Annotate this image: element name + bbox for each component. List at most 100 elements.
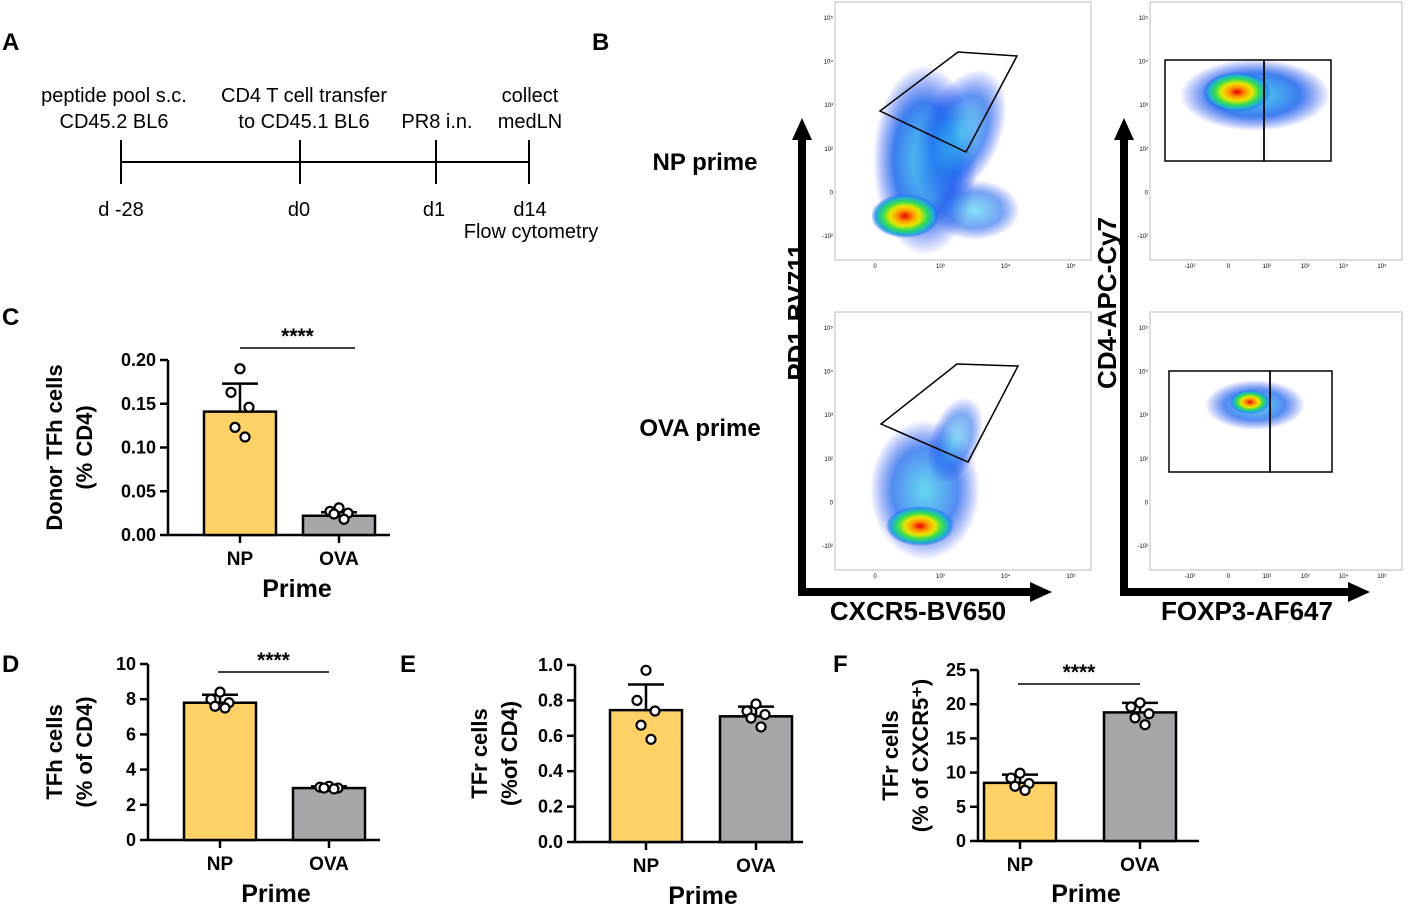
y-tick-label: 0.4 xyxy=(538,761,563,781)
x-tick-label: NP xyxy=(227,549,254,570)
flow-tick-label: -10² xyxy=(1185,574,1196,580)
x-tick-label: NP xyxy=(633,856,660,877)
flow-tick-label: 0 xyxy=(1227,574,1231,580)
flow-tick-label: 0 xyxy=(1145,500,1149,506)
flow-tick-label: 10⁵ xyxy=(824,15,834,22)
data-point xyxy=(234,363,246,375)
data-point xyxy=(1143,708,1155,720)
data-point xyxy=(1129,712,1141,724)
data-point xyxy=(243,401,255,413)
y-tick-label: 0.20 xyxy=(121,350,156,370)
timeline-extra: Flow cytometry xyxy=(464,221,598,243)
timeline-day: d14 xyxy=(513,199,546,221)
panel-letter-f: F xyxy=(833,651,848,678)
flow-tick-label: 10³ xyxy=(1301,574,1310,580)
flow-density-np-cd4 xyxy=(1180,59,1330,131)
y-tick-label: 0.0 xyxy=(538,832,563,852)
flow-gate-ova-foxp3-pos xyxy=(1269,370,1333,473)
timeline-day: d -28 xyxy=(98,199,144,221)
flow-tick-label: 10⁵ xyxy=(1377,573,1387,580)
flow-tick-label: 10⁵ xyxy=(1377,263,1387,270)
flow-tick-label: 10⁴ xyxy=(824,59,834,66)
flow-tick-label: 0 xyxy=(1145,190,1149,196)
data-point xyxy=(631,694,643,707)
bar xyxy=(982,781,1058,843)
data-point xyxy=(755,721,767,733)
flow-tick-label: 10² xyxy=(1262,574,1271,580)
chart-f: 0 5 10 15 20 25 NP OVA **** TFr cells (% of CXCR5⁺… xyxy=(878,660,1199,906)
panel-letter-a: A xyxy=(2,29,19,56)
timeline-event-label: CD4 T cell transfer xyxy=(221,85,387,107)
panel-letter-c: C xyxy=(2,304,19,331)
x-tick-label: OVA xyxy=(309,854,349,875)
flow-tick-label: 0 xyxy=(830,500,834,506)
bar xyxy=(1102,711,1178,843)
data-point xyxy=(328,783,340,795)
flow-tick-label: 10⁴ xyxy=(1001,263,1011,270)
flow-row-label: NP prime xyxy=(653,149,758,176)
flow-tick-label: 10⁴ xyxy=(1339,263,1349,270)
significance-label: **** xyxy=(257,649,291,672)
y-axis-title: (% of CD4) xyxy=(72,696,97,807)
chart-e: 0.0 0.2 0.4 0.6 0.8 1.0 NP OVA TFr cells (%of CD4… xyxy=(467,655,803,906)
flow-tick-label: 10⁴ xyxy=(1001,573,1011,580)
timeline-event-label: peptide pool s.c. xyxy=(41,85,187,107)
y-tick-label: 6 xyxy=(126,724,136,744)
timeline-event-label: to CD45.1 BL6 xyxy=(238,111,369,133)
flow-tick-label: 10³ xyxy=(1139,103,1148,109)
y-tick-label: 0 xyxy=(956,831,966,851)
flow-tick-label: 10² xyxy=(1139,147,1148,153)
flow-panel: NP prime OVA prime PD1-BV711 CXCR5-BV650… xyxy=(639,1,1403,626)
x-axis-title: Prime xyxy=(1051,880,1121,906)
y-tick-label: 4 xyxy=(126,760,136,780)
x-tick-label: NP xyxy=(207,854,234,875)
timeline-day: d0 xyxy=(288,199,310,221)
y-axis-title: TFh cells xyxy=(42,704,67,799)
x-axis-title: Prime xyxy=(668,882,738,906)
timeline-event-label: medLN xyxy=(498,111,562,133)
flow-gate-np-tfh xyxy=(878,51,1019,153)
flow-tick-label: 0 xyxy=(1227,264,1231,270)
bar xyxy=(608,708,684,844)
y-tick-label: 1.0 xyxy=(538,655,563,675)
bar xyxy=(291,786,367,842)
panel-letter-d: D xyxy=(2,651,19,678)
timeline: peptide pool s.c. CD45.2 BL6 d -28 CD4 T… xyxy=(41,85,598,243)
y-axis-title: (% CD4) xyxy=(72,405,97,489)
data-point xyxy=(1134,697,1146,709)
significance-label: **** xyxy=(281,325,315,348)
y-tick-label: 0 xyxy=(126,830,136,850)
flow-left-y-axis-label: PD1-BV711 xyxy=(782,243,812,380)
y-axis-title: (% of CXCR5⁺) xyxy=(908,679,933,832)
y-tick-label: 20 xyxy=(946,694,966,714)
data-point xyxy=(214,686,226,698)
x-tick-label: OVA xyxy=(319,549,359,570)
x-tick-label: NP xyxy=(1007,855,1034,876)
bar xyxy=(718,715,794,844)
flow-tick-label: 10³ xyxy=(1139,413,1148,419)
y-tick-label: 5 xyxy=(956,797,966,817)
flow-row-label: OVA prime xyxy=(639,415,760,442)
flow-tick-label: 10³ xyxy=(936,264,945,270)
y-tick-label: 25 xyxy=(946,660,966,680)
data-point xyxy=(1139,719,1151,731)
data-point xyxy=(645,733,657,745)
data-point xyxy=(219,702,231,714)
flow-tick-label: -10² xyxy=(1137,544,1148,550)
data-point xyxy=(209,700,221,712)
flow-right-axes xyxy=(1114,118,1370,602)
data-point xyxy=(1014,767,1026,779)
data-point xyxy=(229,421,241,433)
flow-tick-label: 10³ xyxy=(1301,264,1310,270)
y-tick-label: 2 xyxy=(126,795,136,815)
flow-tick-label: 10² xyxy=(824,147,833,153)
panel-letter-b: B xyxy=(592,29,609,56)
data-point xyxy=(328,508,340,520)
y-tick-label: 0.6 xyxy=(538,726,563,746)
flow-tick-label: 10² xyxy=(1262,264,1271,270)
x-tick-label: OVA xyxy=(1120,855,1160,876)
y-tick-label: 10 xyxy=(946,763,966,783)
y-tick-label: 8 xyxy=(126,689,136,709)
chart-d: 0 2 4 6 8 10 NP OVA **** TFh cells (% of CD4) Prime xyxy=(42,649,380,906)
y-tick-label: 0.2 xyxy=(538,797,563,817)
